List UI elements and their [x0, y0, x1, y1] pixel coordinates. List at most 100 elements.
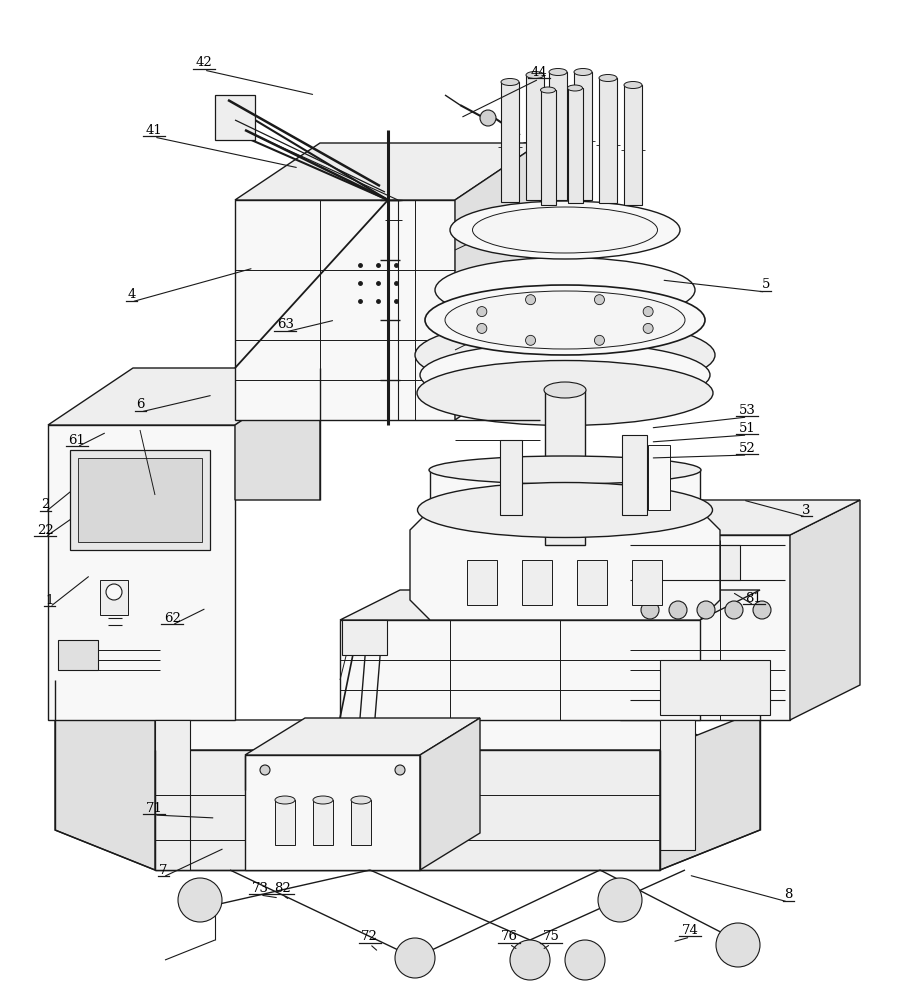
Polygon shape — [245, 718, 480, 755]
Circle shape — [510, 940, 550, 980]
Bar — [58, 640, 98, 670]
Bar — [275, 800, 295, 845]
Ellipse shape — [435, 257, 695, 322]
Ellipse shape — [549, 68, 567, 76]
Ellipse shape — [420, 342, 710, 408]
Circle shape — [354, 629, 366, 641]
Circle shape — [594, 335, 604, 345]
Polygon shape — [55, 680, 760, 790]
Polygon shape — [620, 535, 790, 720]
Bar — [632, 560, 662, 605]
Text: 81: 81 — [746, 591, 762, 604]
Bar — [155, 720, 190, 870]
Bar — [599, 78, 617, 203]
Bar — [574, 72, 592, 200]
Polygon shape — [340, 620, 700, 720]
Text: 8: 8 — [784, 888, 793, 902]
Bar — [549, 72, 567, 200]
Circle shape — [697, 601, 715, 619]
Ellipse shape — [541, 87, 555, 93]
Polygon shape — [155, 750, 660, 870]
Text: 44: 44 — [531, 66, 547, 79]
Circle shape — [477, 307, 487, 317]
Text: 52: 52 — [739, 442, 756, 454]
Ellipse shape — [450, 201, 680, 259]
Bar — [624, 85, 642, 205]
Polygon shape — [660, 710, 760, 870]
Text: 62: 62 — [164, 611, 180, 624]
Bar — [660, 720, 695, 850]
Polygon shape — [420, 718, 480, 870]
Polygon shape — [48, 368, 320, 425]
Text: 1: 1 — [45, 593, 54, 606]
Ellipse shape — [425, 285, 705, 355]
Text: 3: 3 — [802, 504, 811, 516]
Text: 5: 5 — [761, 278, 770, 292]
Polygon shape — [48, 425, 235, 720]
Bar — [215, 95, 255, 140]
Bar — [648, 445, 670, 510]
Ellipse shape — [473, 207, 658, 253]
Ellipse shape — [624, 82, 642, 89]
Circle shape — [178, 878, 222, 922]
Polygon shape — [340, 590, 760, 620]
Ellipse shape — [275, 796, 295, 804]
Polygon shape — [55, 680, 155, 870]
Polygon shape — [455, 143, 540, 420]
Ellipse shape — [313, 796, 333, 804]
Circle shape — [395, 938, 435, 978]
Text: 74: 74 — [682, 924, 699, 936]
Circle shape — [716, 923, 760, 967]
Bar — [342, 620, 387, 655]
Bar — [650, 545, 740, 580]
Ellipse shape — [429, 456, 701, 484]
Circle shape — [641, 601, 659, 619]
Text: 61: 61 — [69, 434, 85, 446]
Text: 75: 75 — [543, 930, 559, 944]
Bar — [541, 90, 556, 205]
Bar — [467, 560, 497, 605]
Circle shape — [565, 940, 605, 980]
Ellipse shape — [567, 85, 583, 91]
Text: 6: 6 — [136, 398, 145, 412]
Text: 41: 41 — [146, 123, 162, 136]
Circle shape — [525, 335, 535, 345]
Text: 7: 7 — [159, 863, 168, 876]
Bar — [522, 560, 552, 605]
Polygon shape — [410, 510, 720, 620]
Ellipse shape — [544, 382, 586, 398]
Ellipse shape — [445, 291, 685, 349]
Text: 42: 42 — [196, 56, 212, 70]
Bar — [500, 440, 522, 515]
Polygon shape — [790, 500, 860, 720]
Bar — [351, 800, 371, 845]
Ellipse shape — [415, 319, 715, 391]
Ellipse shape — [574, 68, 592, 76]
Bar — [501, 82, 519, 202]
Circle shape — [643, 323, 653, 333]
Circle shape — [753, 601, 771, 619]
Circle shape — [598, 878, 642, 922]
Text: 82: 82 — [275, 882, 291, 894]
Ellipse shape — [599, 75, 617, 82]
Circle shape — [477, 323, 487, 333]
Text: 51: 51 — [739, 422, 756, 434]
Polygon shape — [235, 200, 455, 420]
Bar — [622, 435, 647, 515]
Ellipse shape — [501, 79, 519, 86]
Circle shape — [525, 295, 535, 305]
Bar — [430, 470, 700, 510]
Polygon shape — [235, 368, 320, 500]
Text: 71: 71 — [146, 802, 162, 814]
Ellipse shape — [417, 360, 713, 426]
Ellipse shape — [351, 796, 371, 804]
Text: 22: 22 — [37, 524, 53, 536]
Circle shape — [594, 295, 604, 305]
Circle shape — [395, 765, 405, 775]
Text: 4: 4 — [127, 288, 136, 302]
Circle shape — [643, 307, 653, 317]
Circle shape — [480, 110, 496, 126]
Bar — [577, 560, 607, 605]
Text: 63: 63 — [277, 318, 294, 332]
Circle shape — [260, 765, 270, 775]
